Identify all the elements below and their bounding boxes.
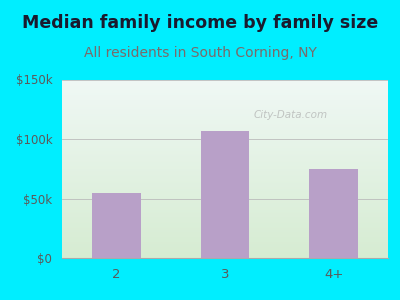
Text: City-Data.com: City-Data.com — [253, 110, 327, 120]
Text: All residents in South Corning, NY: All residents in South Corning, NY — [84, 46, 316, 61]
Text: Median family income by family size: Median family income by family size — [22, 14, 378, 32]
Bar — [200, 131, 250, 258]
Bar — [309, 169, 358, 258]
Bar — [92, 193, 141, 258]
